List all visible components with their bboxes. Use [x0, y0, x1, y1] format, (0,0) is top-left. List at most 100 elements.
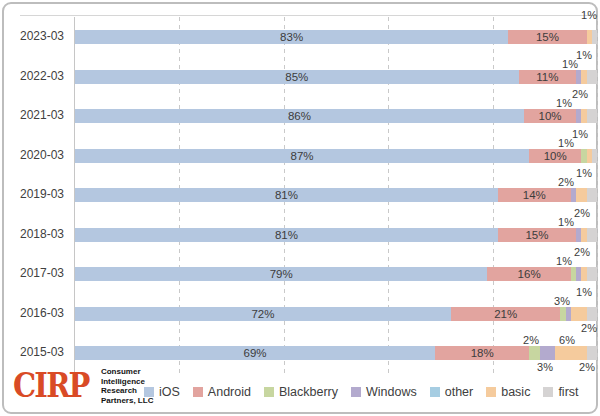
segment-ios: 72% [75, 307, 451, 321]
segment-first [587, 109, 597, 123]
chart-footer: CIRP ConsumerIntelligenceResearchPartner… [4, 366, 596, 412]
segment-first [587, 307, 597, 321]
legend-label: Android [208, 385, 251, 399]
legend-swatch-blackberry [264, 387, 274, 397]
callout-value-label: 2% [581, 322, 597, 334]
segment-ios: 87% [75, 149, 529, 163]
segment-first [587, 267, 597, 281]
category-label: 2023-03 [4, 29, 64, 44]
chart-row: 2016-0372%21%1%3%2% [75, 294, 597, 334]
callout-value-label: 1% [558, 216, 574, 228]
segment-value-label: 10% [544, 149, 567, 163]
segment-first [587, 228, 597, 242]
segment-value-label: 11% [536, 70, 558, 84]
bar-wrap: 87%10%1%1% [75, 149, 597, 163]
segment-first [592, 30, 597, 44]
callout-value-label: 2% [523, 334, 539, 346]
legend: iOS Android Blackberry Windows other basic fir… [144, 385, 579, 399]
segment-basic [571, 307, 587, 321]
legend-label: Windows [366, 385, 417, 399]
segment-android: 15% [508, 30, 586, 44]
segment-ios: 81% [75, 228, 498, 242]
legend-item-ios: iOS [144, 385, 180, 399]
callout-value-label: 1% [576, 49, 592, 61]
segment-value-label: 14% [523, 188, 546, 202]
segment-android: 21% [451, 307, 561, 321]
callout-value-label: 2% [579, 361, 595, 373]
category-label: 2015-03 [4, 345, 64, 360]
segment-ios: 81% [75, 188, 498, 202]
callout-value-label: 2% [572, 88, 588, 100]
segment-value-label: 85% [285, 70, 308, 84]
chart-row: 2021-0386%10%2%1% [75, 96, 597, 136]
stacked-bar: 83% 15% [75, 30, 597, 44]
legend-label: first [558, 385, 578, 399]
callout-value-label: 3% [537, 361, 553, 373]
segment-ios: 83% [75, 30, 508, 44]
category-label: 2019-03 [4, 187, 64, 202]
segment-ios: 69% [75, 346, 435, 360]
segment-basic [555, 346, 586, 360]
segment-android: 16% [487, 267, 571, 281]
callout-value-label: 3% [554, 295, 570, 307]
category-label: 2018-03 [4, 227, 64, 242]
segment-value-label: 72% [251, 307, 274, 321]
stacked-bar: 72% 21% [75, 307, 597, 321]
legend-swatch-ios [144, 387, 154, 397]
segment-android: 14% [498, 188, 571, 202]
callout-value-label: 2% [574, 207, 590, 219]
bar-wrap: 79%16%2%1% [75, 267, 597, 281]
chart-row: 2015-0369%18%2%6%3%2% [75, 333, 597, 373]
segment-value-label: 86% [288, 109, 311, 123]
stacked-bar: 86% 10% [75, 109, 597, 123]
category-label: 2022-03 [4, 69, 64, 84]
segment-value-label: 15% [525, 228, 548, 242]
legend-item-windows: Windows [351, 385, 417, 399]
chart-row: 2020-0387%10%1%1% [75, 136, 597, 176]
legend-item-other: other [430, 385, 474, 399]
legend-swatch-other [430, 387, 440, 397]
segment-first [587, 346, 597, 360]
cirp-logo: CIRP ConsumerIntelligenceResearchPartner… [13, 367, 153, 405]
legend-label: iOS [159, 385, 180, 399]
segment-value-label: 18% [471, 346, 494, 360]
segment-first [587, 188, 597, 202]
legend-item-blackberry: Blackberry [264, 385, 338, 399]
legend-swatch-windows [351, 387, 361, 397]
bar-wrap: 83%15%1% [75, 30, 597, 44]
callout-value-label: 1% [581, 9, 597, 21]
callout-value-label: 2% [574, 246, 590, 258]
legend-swatch-first [543, 387, 553, 397]
legend-item-first: first [543, 385, 578, 399]
stacked-bar: 81% 14% [75, 188, 597, 202]
segment-basic [576, 188, 586, 202]
category-label: 2017-03 [4, 266, 64, 281]
plot-border-top [20, 15, 596, 16]
segment-value-label: 10% [539, 109, 562, 123]
plot-rows: 2023-0383%15%1%2022-0385%11%1%1%2021-038… [75, 17, 597, 373]
legend-swatch-android [193, 387, 203, 397]
segment-android: 11% [519, 70, 576, 84]
callout-value-label: 1% [556, 255, 572, 267]
callout-value-label: 1% [562, 58, 578, 70]
callout-value-label: 1% [556, 97, 572, 109]
category-label: 2016-03 [4, 306, 64, 321]
cirp-logo-text: CIRP [13, 368, 89, 404]
segment-windows [540, 346, 556, 360]
segment-android: 18% [435, 346, 529, 360]
legend-item-basic: basic [486, 385, 530, 399]
chart-row: 2018-0381%15%2%1% [75, 215, 597, 255]
segment-ios: 86% [75, 109, 524, 123]
segment-android: 15% [498, 228, 576, 242]
category-label: 2021-03 [4, 108, 64, 123]
legend-label: Blackberry [279, 385, 338, 399]
segment-ios: 79% [75, 267, 487, 281]
bar-wrap: 72%21%1%3%2% [75, 307, 597, 321]
segment-value-label: 15% [536, 30, 559, 44]
bar-wrap: 81%14%1%2% [75, 188, 597, 202]
chart-frame: 2023-0383%15%1%2022-0385%11%1%1%2021-038… [2, 2, 598, 414]
segment-blackberry [529, 346, 539, 360]
legend-item-android: Android [193, 385, 251, 399]
segment-android: 10% [529, 149, 581, 163]
plot-area: 2023-0383%15%1%2022-0385%11%1%1%2021-038… [74, 17, 597, 373]
